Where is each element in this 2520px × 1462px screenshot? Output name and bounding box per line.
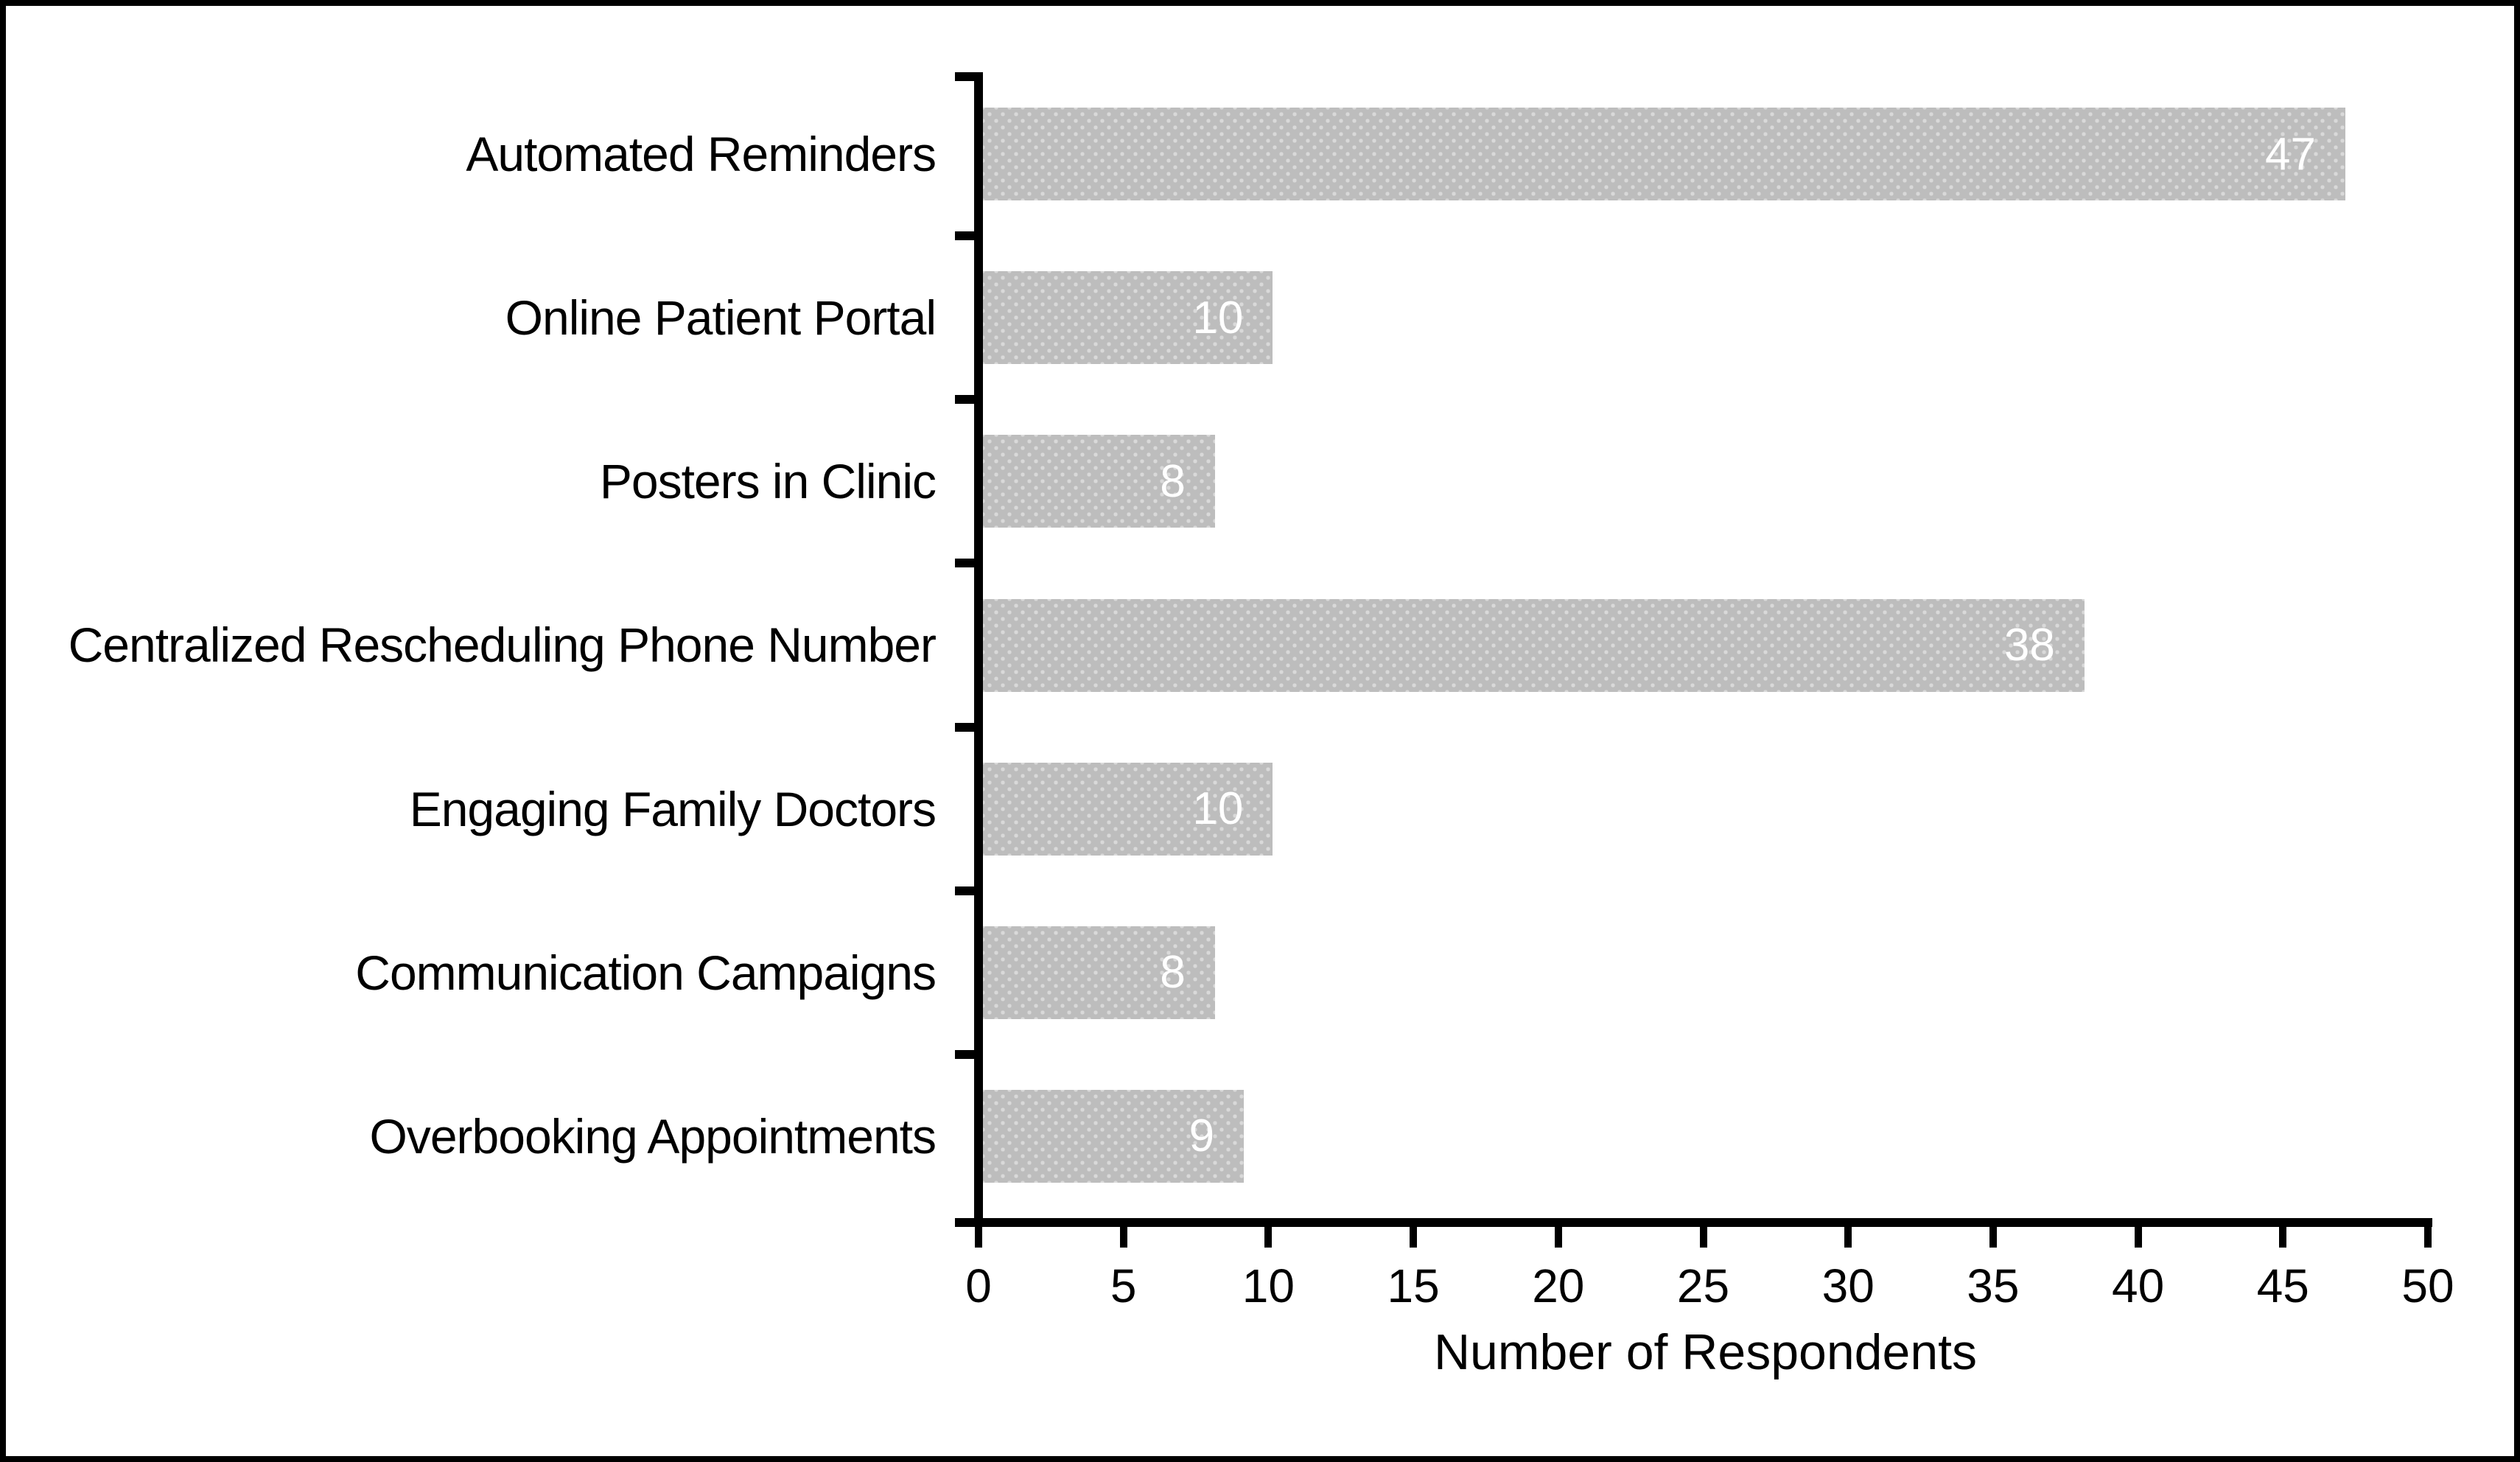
- bar-value-label: 9: [1189, 1111, 1215, 1162]
- category-label: Posters in Clinic: [599, 454, 937, 509]
- x-tick: [1410, 1227, 1418, 1248]
- y-axis-tick: [955, 722, 974, 732]
- bar: 38: [983, 598, 2085, 692]
- x-tick: [2134, 1227, 2142, 1248]
- x-tick: [1844, 1227, 1852, 1248]
- x-tick-label: 15: [1387, 1259, 1440, 1312]
- bar-value-label: 8: [1160, 947, 1186, 998]
- bar-value-label: 10: [1192, 292, 1244, 343]
- category-label: Online Patient Portal: [505, 290, 937, 346]
- category-label: Automated Reminders: [466, 127, 937, 182]
- y-axis-tick: [955, 886, 974, 895]
- x-tick-label: 0: [965, 1259, 992, 1312]
- x-tick-label: 45: [2256, 1259, 2309, 1312]
- x-tick-label: 30: [1821, 1259, 1875, 1312]
- y-axis-tick: [955, 231, 974, 241]
- bar-value-label: 38: [2003, 620, 2055, 671]
- y-axis-line: [974, 72, 983, 1227]
- category-label: Engaging Family Doctors: [409, 781, 937, 836]
- x-tick-label: 5: [1110, 1259, 1137, 1312]
- y-axis-tick: [955, 1049, 974, 1059]
- y-axis-tick: [955, 72, 974, 81]
- x-tick-label: 50: [2401, 1259, 2454, 1312]
- y-axis-tick: [955, 395, 974, 405]
- x-axis-line: [955, 1218, 2432, 1227]
- bar: 8: [983, 926, 1215, 1019]
- x-tick-label: 10: [1242, 1259, 1295, 1312]
- bar-value-label: 8: [1160, 455, 1186, 507]
- category-label: Overbooking Appointments: [369, 1108, 937, 1164]
- x-tick: [975, 1227, 982, 1248]
- x-tick-label: 40: [2112, 1259, 2165, 1312]
- x-tick: [1989, 1227, 1997, 1248]
- y-axis-tick: [955, 559, 974, 568]
- x-tick: [1119, 1227, 1127, 1248]
- category-label: Centralized Rescheduling Phone Number: [68, 618, 937, 673]
- bar: 8: [983, 435, 1215, 528]
- x-axis-title: Number of Respondents: [1433, 1324, 1978, 1380]
- x-tick-label: 25: [1676, 1259, 1730, 1312]
- x-tick: [2424, 1227, 2432, 1248]
- bar-value-label: 47: [2265, 128, 2316, 180]
- bar: 10: [983, 762, 1273, 856]
- x-tick: [1699, 1227, 1707, 1248]
- x-tick: [1264, 1227, 1273, 1248]
- category-label: Communication Campaigns: [355, 945, 937, 1000]
- figure: Automated Reminders 47 Online Patient Port…: [6, 6, 2514, 1456]
- x-tick: [1554, 1227, 1562, 1248]
- bar: 9: [983, 1089, 1245, 1183]
- x-tick-label: 20: [1532, 1259, 1585, 1312]
- bar: 47: [983, 108, 2345, 201]
- bar-value-label: 10: [1192, 783, 1244, 835]
- bar: 10: [983, 271, 1273, 365]
- x-tick-label: 35: [1967, 1259, 2020, 1312]
- x-tick: [2279, 1227, 2287, 1248]
